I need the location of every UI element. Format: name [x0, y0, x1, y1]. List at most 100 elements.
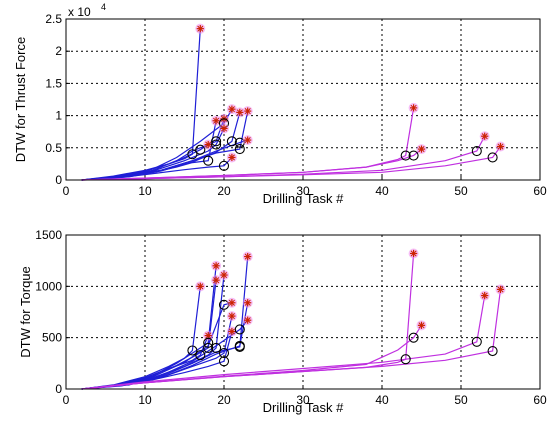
star-stroke [497, 143, 504, 150]
star-marker [244, 299, 252, 307]
failure-circle-marker [211, 342, 222, 353]
star-stroke [205, 332, 212, 339]
star-marker [244, 316, 252, 324]
y-tick-label: 2.5 [45, 12, 62, 26]
y-tick-label: 1 [55, 109, 62, 123]
star-marker [410, 104, 418, 112]
x-tick-label: 0 [63, 184, 70, 198]
failure-circle-marker [408, 150, 419, 161]
star-marker [212, 117, 220, 125]
failure-circle-marker [195, 144, 206, 155]
star-stroke [228, 154, 235, 161]
star-stroke [244, 108, 251, 115]
x-tick-label: 0 [63, 393, 70, 407]
star-stroke [205, 141, 212, 148]
star-marker [244, 107, 252, 115]
star-marker [196, 282, 204, 290]
chart-panel-1: 0 10 20 30 40 50 60 0 0.5 1 1.5 2 2.5 Drilling Task #… [13, 2, 547, 206]
star-marker [228, 312, 236, 320]
failure-circle-marker [195, 350, 206, 361]
x-tick-label: 60 [533, 184, 547, 198]
x-axis-label: Drilling Task # [263, 400, 344, 415]
y-tick-label: 0 [55, 382, 62, 396]
y-axis-label: DTW for Torque [18, 266, 33, 358]
star-marker [228, 299, 236, 307]
star-stroke [220, 271, 228, 279]
x-tick-label: 60 [533, 393, 547, 407]
failure-circle-marker [187, 149, 198, 160]
x-tick-label: 30 [296, 393, 310, 407]
failure-circle-marker [187, 345, 198, 356]
star-stroke [410, 104, 417, 111]
y-tick-label: 1500 [35, 228, 62, 242]
star-stroke [418, 322, 425, 329]
series-line-10 [81, 112, 241, 181]
star-stroke [481, 292, 488, 299]
star-marker [196, 25, 204, 33]
star-stroke [410, 250, 417, 257]
failure-circle-marker [408, 332, 419, 343]
star-marker [236, 108, 244, 116]
star-stroke [213, 277, 220, 284]
star-marker [496, 285, 505, 294]
x-tick-label: 10 [138, 184, 152, 198]
y-tick-label: 1.5 [45, 76, 62, 90]
star-marker [220, 271, 228, 279]
series-line-14 [81, 295, 486, 390]
x-tick-label: 30 [296, 184, 310, 198]
star-marker [481, 132, 489, 140]
star-stroke [213, 117, 220, 124]
failure-circle-marker [400, 150, 411, 161]
x-tick-label: 40 [375, 184, 389, 198]
failure-circle-marker [400, 354, 411, 365]
star-marker [417, 321, 426, 329]
star-marker [410, 249, 418, 258]
failure-circle-marker [471, 336, 482, 347]
star-stroke [228, 328, 235, 335]
star-marker [481, 291, 489, 300]
star-marker [417, 145, 426, 153]
x-tick-label: 20 [217, 184, 231, 198]
star-marker [228, 105, 236, 113]
failure-circle-marker [226, 136, 237, 147]
failure-circle-marker [487, 345, 498, 357]
axes-frame [65, 234, 541, 390]
star-stroke [197, 25, 204, 32]
star-stroke [213, 262, 220, 269]
failure-circle-marker [203, 155, 214, 166]
y-axis-label: DTW for Thrust Force [13, 37, 28, 162]
star-stroke [228, 313, 235, 320]
failure-circle-marker [234, 324, 245, 335]
y-tick-label: 2 [55, 44, 62, 58]
star-stroke [497, 286, 504, 293]
x-tick-label: 50 [454, 393, 468, 407]
star-marker [228, 153, 236, 162]
x-tick-label: 10 [138, 393, 152, 407]
failure-circle-marker [218, 356, 230, 367]
failure-circle-marker [487, 152, 498, 163]
failure-circle-marker [218, 348, 230, 359]
star-stroke [418, 146, 425, 153]
x-axis-label: Drilling Task # [263, 191, 344, 206]
failure-circle-marker [234, 340, 245, 351]
star-stroke [197, 283, 204, 290]
series-line-14 [81, 146, 501, 181]
star-marker [244, 252, 252, 261]
failure-circle-marker [211, 136, 222, 147]
axis-multiplier: x 10 [68, 5, 91, 19]
y-tick-label: 0 [55, 173, 62, 187]
star-stroke [481, 133, 488, 140]
chart-panel-2: 0 10 20 30 40 50 60 0 500 1000 1500 Drilling Task #… [18, 228, 547, 415]
star-marker [212, 276, 220, 284]
failure-circle-marker [234, 144, 245, 155]
y-tick-label: 1000 [35, 279, 62, 293]
failure-circle-marker [471, 145, 482, 157]
star-marker [496, 142, 505, 151]
y-tick-label: 0.5 [45, 141, 62, 155]
y-tick-label: 500 [42, 331, 62, 345]
axis-multiplier-exponent: 4 [101, 2, 106, 12]
star-marker [228, 327, 236, 336]
star-stroke [244, 253, 251, 260]
series-line-15 [81, 289, 502, 390]
